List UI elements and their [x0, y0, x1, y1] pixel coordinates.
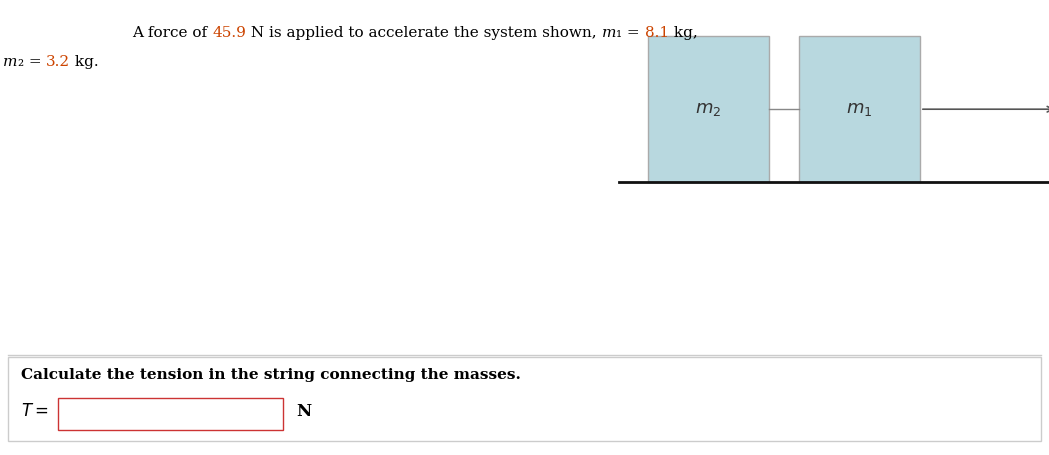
FancyBboxPatch shape [799, 36, 920, 182]
FancyBboxPatch shape [58, 398, 283, 430]
Text: 45.9: 45.9 [212, 26, 247, 40]
Text: ₁: ₁ [616, 26, 622, 40]
Text: N is applied to accelerate the system shown,: N is applied to accelerate the system sh… [247, 26, 601, 40]
Text: $m_2$: $m_2$ [695, 100, 722, 118]
Text: kg.: kg. [70, 55, 99, 69]
Text: Calculate the tension in the string connecting the masses.: Calculate the tension in the string conn… [21, 369, 521, 382]
Text: A force of: A force of [132, 26, 212, 40]
FancyBboxPatch shape [8, 357, 1041, 441]
Text: 8.1: 8.1 [645, 26, 669, 40]
Text: N: N [296, 403, 311, 420]
Text: =: = [622, 26, 645, 40]
Text: $m_1$: $m_1$ [847, 100, 873, 118]
Text: =: = [24, 55, 46, 69]
Text: m: m [601, 26, 616, 40]
Text: ₂: ₂ [18, 55, 24, 69]
Text: kg,: kg, [669, 26, 698, 40]
Text: $T=$: $T=$ [21, 403, 48, 420]
FancyBboxPatch shape [648, 36, 769, 182]
Text: 3.2: 3.2 [46, 55, 70, 69]
Text: m: m [3, 55, 18, 69]
